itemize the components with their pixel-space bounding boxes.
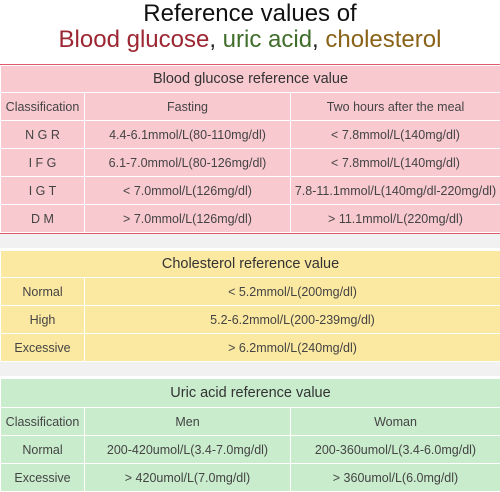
- section-divider: [0, 234, 500, 248]
- table-header-row: Classification Men Woman: [1, 408, 500, 436]
- glucose-heading: Blood glucose reference value: [1, 66, 500, 93]
- table-cell: > 11.1mmol/L(220mg/dl): [291, 205, 500, 233]
- table-cell: High: [1, 306, 85, 334]
- table-row: Excessive > 420umol/L(7.0mg/dl) > 360umo…: [1, 464, 500, 492]
- table-cell: > 420umol/L(7.0mg/dl): [85, 464, 291, 492]
- title-cholesterol: cholesterol: [325, 26, 441, 53]
- section-divider: [0, 362, 500, 376]
- title-uric-acid: uric acid: [223, 26, 312, 53]
- table-row: I G T < 7.0mmol/L(126mg/dl) 7.8-11.1mmol…: [1, 177, 500, 205]
- table-row: Excessive > 6.2mmol/L(240mg/dl): [1, 334, 500, 362]
- table-cell: > 6.2mmol/L(240mg/dl): [85, 334, 500, 362]
- title-blood-glucose: Blood glucose: [59, 26, 210, 53]
- table-cell: 6.1-7.0mmol/L(80-126mg/dl): [85, 149, 291, 177]
- table-cell: < 7.8mmol/L(140mg/dl): [291, 121, 500, 149]
- column-header: Fasting: [85, 93, 291, 121]
- cholesterol-table: Cholesterol reference value Normal < 5.2…: [0, 250, 500, 362]
- table-cell: < 7.0mmol/L(126mg/dl): [85, 177, 291, 205]
- table-row: D M > 7.0mmol/L(126mg/dl) > 11.1mmol/L(2…: [1, 205, 500, 233]
- table-row: High 5.2-6.2mmol/L(200-239mg/dl): [1, 306, 500, 334]
- title-line-2: Blood glucose, uric acid, cholesterol: [0, 28, 500, 52]
- table-cell: D M: [1, 205, 85, 233]
- column-header: Men: [85, 408, 291, 436]
- table-cell: > 7.0mmol/L(126mg/dl): [85, 205, 291, 233]
- table-heading-row: Uric acid reference value: [1, 379, 500, 408]
- title-separator: ,: [312, 26, 325, 53]
- column-header: Classification: [1, 408, 85, 436]
- column-header: Two hours after the meal: [291, 93, 500, 121]
- table-heading-row: Blood glucose reference value: [1, 66, 500, 93]
- table-cell: I F G: [1, 149, 85, 177]
- table-cell: 200-360umol/L(3.4-6.0mg/dl): [291, 436, 500, 464]
- table-cell: Excessive: [1, 464, 85, 492]
- title-line-1: Reference values of: [0, 2, 500, 26]
- table-cell: Normal: [1, 278, 85, 306]
- table-cell: Excessive: [1, 334, 85, 362]
- column-header: Woman: [291, 408, 500, 436]
- table-cell: N G R: [1, 121, 85, 149]
- uric-heading: Uric acid reference value: [1, 379, 500, 408]
- table-row: Normal 200-420umol/L(3.4-7.0mg/dl) 200-3…: [1, 436, 500, 464]
- table-cell: < 5.2mmol/L(200mg/dl): [85, 278, 500, 306]
- table-cell: I G T: [1, 177, 85, 205]
- table-header-row: Classification Fasting Two hours after t…: [1, 93, 500, 121]
- glucose-table: Blood glucose reference value Classifica…: [0, 65, 500, 233]
- table-cell: 4.4-6.1mmol/L(80-110mg/dl): [85, 121, 291, 149]
- table-row: N G R 4.4-6.1mmol/L(80-110mg/dl) < 7.8mm…: [1, 121, 500, 149]
- table-row: Normal < 5.2mmol/L(200mg/dl): [1, 278, 500, 306]
- table-cell: < 7.8mmol/L(140mg/dl): [291, 149, 500, 177]
- table-row: I F G 6.1-7.0mmol/L(80-126mg/dl) < 7.8mm…: [1, 149, 500, 177]
- column-header: Classification: [1, 93, 85, 121]
- table-cell: Normal: [1, 436, 85, 464]
- table-cell: 7.8-11.1mmol/L(140mg/dl-220mg/dl): [291, 177, 500, 205]
- cholesterol-heading: Cholesterol reference value: [1, 251, 500, 278]
- uric-acid-table: Uric acid reference value Classification…: [0, 378, 500, 492]
- title-separator: ,: [209, 26, 222, 53]
- table-cell: > 360umol/L(6.0mg/dl): [291, 464, 500, 492]
- table-heading-row: Cholesterol reference value: [1, 251, 500, 278]
- table-cell: 200-420umol/L(3.4-7.0mg/dl): [85, 436, 291, 464]
- table-cell: 5.2-6.2mmol/L(200-239mg/dl): [85, 306, 500, 334]
